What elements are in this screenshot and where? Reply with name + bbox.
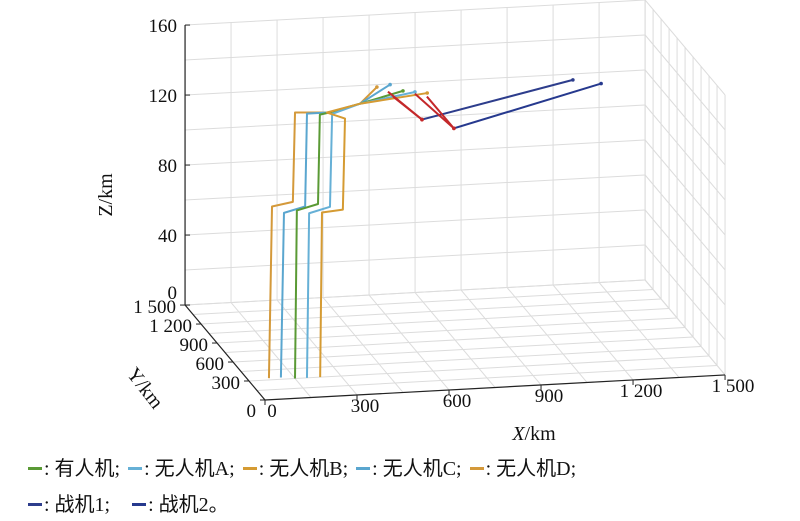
axes xyxy=(180,24,726,405)
side-wall-grid-line xyxy=(644,69,726,166)
side-wall-grid-line xyxy=(644,209,726,306)
legend-label: : 无人机A; xyxy=(144,458,235,480)
back-wall-grid-line xyxy=(185,69,646,96)
legend-swatch xyxy=(28,503,42,506)
x-tick-label: 0 xyxy=(267,401,277,422)
x-axis-title: X/km xyxy=(511,423,556,445)
series-line-5 xyxy=(421,78,574,121)
intercept-segment-endpoint xyxy=(420,117,424,122)
side-wall-grid-line xyxy=(644,104,726,201)
y-tick-label: 0 xyxy=(247,401,257,422)
legend-label: : 无人机B; xyxy=(258,458,349,480)
back-wall-grid-line xyxy=(185,209,646,236)
series-line-0-endpoint xyxy=(375,85,379,89)
z-tick-label: 0 xyxy=(168,283,178,304)
legend-swatch xyxy=(28,467,42,470)
side-wall-grid-line xyxy=(644,139,726,236)
x-tick-label: 900 xyxy=(535,386,564,407)
floor-grid-line xyxy=(460,289,542,386)
back-wall-grid-line xyxy=(185,139,646,166)
side-wall-grid-line xyxy=(644,174,726,271)
legend-row-1: : 有人机; : 无人机A; : 无人机B; : 无人机C; : 无人机D; xyxy=(28,452,584,481)
y-tick-label: 300 xyxy=(212,373,241,394)
x-tick-label: 600 xyxy=(443,391,472,412)
z-tick-label: 120 xyxy=(149,86,178,107)
floor-grid-line xyxy=(217,317,678,344)
x-axis-title-var: X xyxy=(511,423,525,445)
back-wall-grid-line xyxy=(185,104,646,131)
series-line-3-endpoint xyxy=(413,90,417,94)
floor-grid-line xyxy=(193,288,654,316)
floor-grid-line xyxy=(224,326,686,354)
legend-swatch xyxy=(132,503,147,506)
y-tick-label: 900 xyxy=(180,335,209,356)
series-line-2-endpoint xyxy=(401,89,405,93)
intercept-segment xyxy=(414,92,455,130)
legend-label: : 有人机; xyxy=(44,458,121,480)
back-wall-grid-line xyxy=(185,34,646,61)
series-line-5-endpoint xyxy=(571,78,575,82)
floor-grid-line xyxy=(552,284,634,381)
legend-item-manned: : 有人机; xyxy=(28,452,120,481)
legend-swatch xyxy=(356,467,371,470)
back-wall-grid-line xyxy=(185,279,646,306)
legend-label: : 无人机C; xyxy=(372,458,462,480)
legend-item-uav-d: : 无人机D; xyxy=(469,452,577,481)
y-tick-label: 1 500 xyxy=(133,297,176,318)
legend-item-fighter-2: : 战机2。 xyxy=(132,488,229,517)
z-axis-title: Z/km xyxy=(95,173,117,217)
series-lines xyxy=(267,78,603,379)
floor-grid-line xyxy=(506,287,588,383)
y-tick-label: 600 xyxy=(196,354,225,375)
floor-grid-line xyxy=(201,298,662,325)
grid-lines xyxy=(184,0,726,401)
legend-item-uav-c: : 无人机C; xyxy=(356,452,462,481)
y-axis-line xyxy=(184,304,266,401)
floor-grid-line xyxy=(209,307,670,335)
intercept-segment xyxy=(392,95,423,121)
legend-swatch xyxy=(242,467,257,470)
legend-item-uav-a: : 无人机A; xyxy=(128,452,235,481)
x-axis-line xyxy=(264,374,726,401)
z-tick-label: 40 xyxy=(158,226,177,247)
back-wall-grid-line xyxy=(185,0,646,26)
legend-row-2: : 战机1; : 战机2。 xyxy=(28,488,237,517)
x-tick-label: 1 500 xyxy=(712,376,755,397)
legend-swatch xyxy=(128,467,143,470)
intercept-segment xyxy=(426,95,455,130)
back-wall-grid-line xyxy=(185,174,646,201)
series-line-6 xyxy=(453,82,602,130)
x-tick-label: 300 xyxy=(351,396,380,417)
series-line-4-endpoint xyxy=(425,91,430,95)
z-tick-label: 80 xyxy=(158,156,177,177)
x-axis-title-unit: /km xyxy=(525,423,557,445)
z-tick-label: 160 xyxy=(149,16,178,37)
side-wall-grid-line xyxy=(644,244,726,341)
side-wall-grid-line xyxy=(644,279,726,376)
x-tick-label: 1 200 xyxy=(620,381,663,402)
legend-label: : 战机1; xyxy=(44,494,111,516)
side-wall-grid-line xyxy=(644,0,726,96)
y-tick-label: 1 200 xyxy=(149,316,192,337)
back-wall-grid-line xyxy=(185,244,646,271)
legend-item-fighter-1: : 战机1; xyxy=(28,488,110,517)
legend-label: : 战机2。 xyxy=(148,494,229,516)
y-axis-title: Y/km xyxy=(122,364,168,414)
legend-item-uav-b: : 无人机B; xyxy=(242,452,349,481)
side-wall-grid-line xyxy=(644,34,726,131)
legend-swatch xyxy=(469,467,484,470)
legend-label: : 无人机D; xyxy=(485,458,577,480)
series-line-1-endpoint xyxy=(388,82,392,87)
floor-grid-line xyxy=(598,282,680,378)
intercept-segment-endpoint xyxy=(452,126,456,131)
series-line-6-endpoint xyxy=(599,81,603,86)
series-line-4 xyxy=(319,92,428,378)
